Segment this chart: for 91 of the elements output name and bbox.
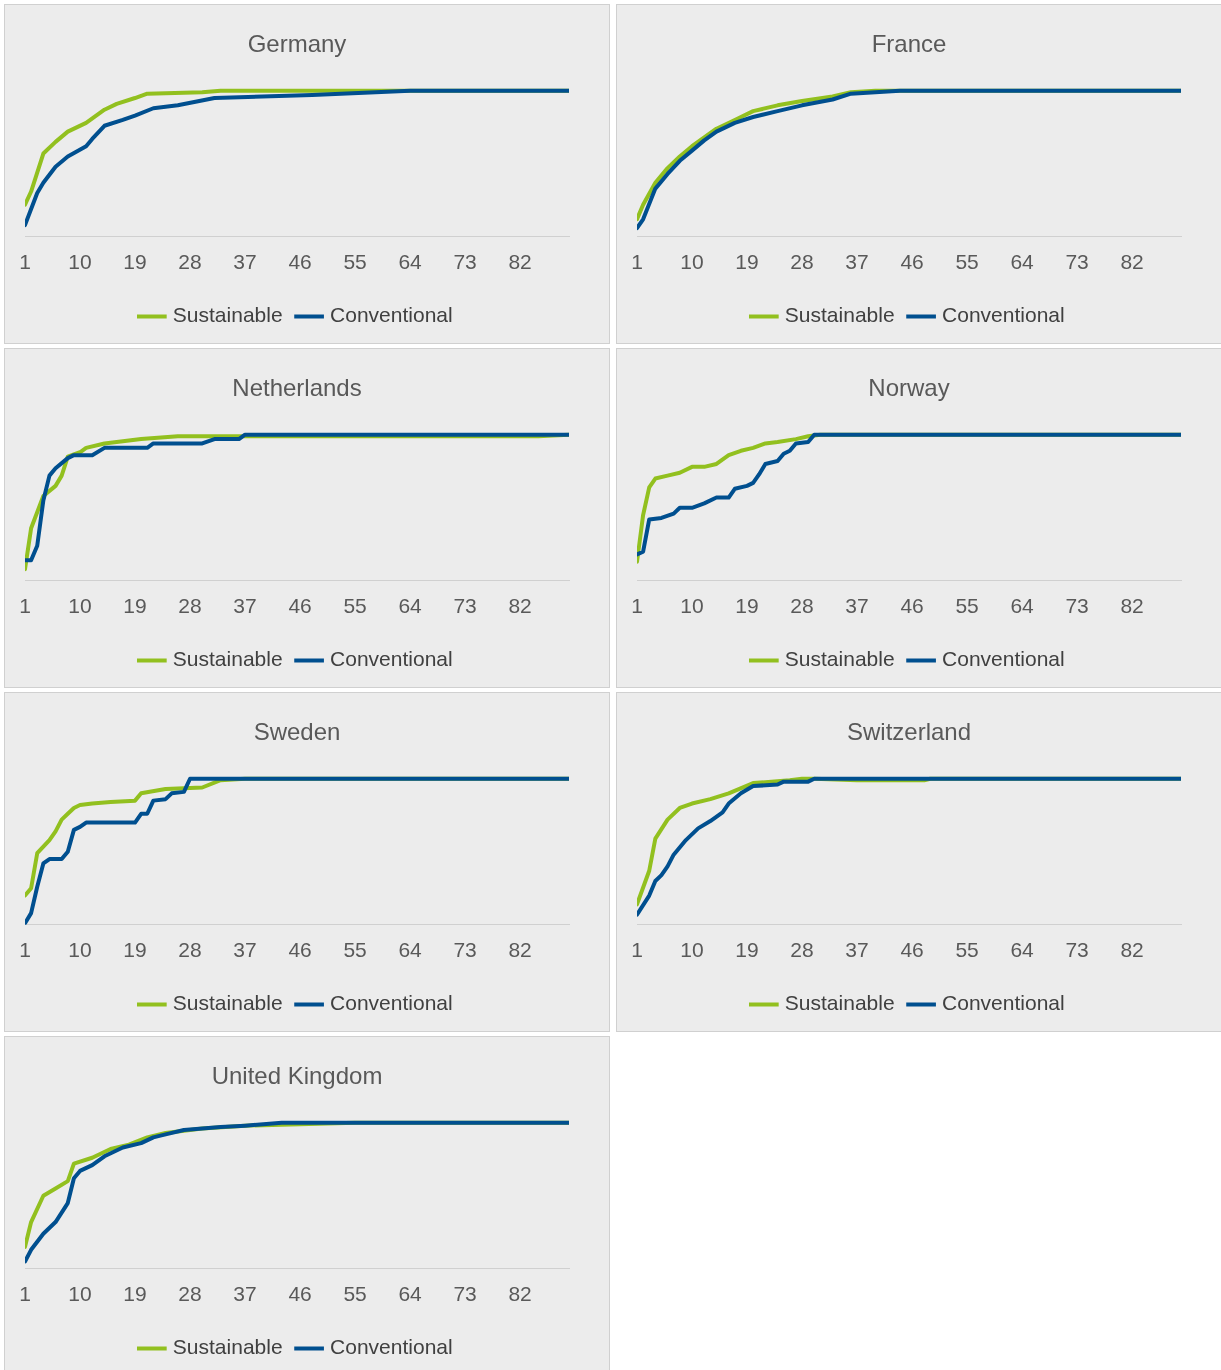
legend-label: Conventional <box>330 303 453 327</box>
x-tick-label: 28 <box>790 594 814 618</box>
x-tick-label: 28 <box>178 594 202 618</box>
x-tick-label: 55 <box>343 938 367 962</box>
x-tick-label: 64 <box>398 938 423 962</box>
x-tick-label: 1 <box>19 594 31 618</box>
x-tick-label: 37 <box>233 938 257 962</box>
x-tick-label: 37 <box>233 1282 257 1306</box>
x-tick-label: 37 <box>845 250 869 274</box>
x-tick-label: 64 <box>1010 594 1035 618</box>
legend-label: Conventional <box>942 303 1065 327</box>
x-tick-label: 55 <box>955 250 979 274</box>
x-tick-label: 28 <box>790 250 814 274</box>
x-tick-label: 37 <box>233 250 257 274</box>
x-tick-label: 1 <box>19 250 31 274</box>
x-tick-label: 10 <box>680 250 704 274</box>
x-tick-label: 46 <box>900 938 924 962</box>
x-tick-label: 73 <box>1065 594 1089 618</box>
legend-label: Conventional <box>330 647 453 671</box>
x-tick-label: 19 <box>123 938 147 962</box>
x-tick-label: 19 <box>735 594 759 618</box>
x-tick-label: 82 <box>508 1282 532 1306</box>
x-tick-label: 37 <box>845 594 869 618</box>
legend-label: Conventional <box>330 1335 453 1359</box>
x-tick-label: 55 <box>955 938 979 962</box>
x-tick-label: 10 <box>68 1282 92 1306</box>
x-tick-label: 46 <box>288 250 312 274</box>
legend-label: Sustainable <box>784 991 895 1015</box>
x-tick-label: 64 <box>398 1282 423 1306</box>
chart-title: Germany <box>247 30 347 58</box>
x-tick-label: 28 <box>178 250 202 274</box>
x-tick-label: 1 <box>631 250 643 274</box>
x-tick-label: 64 <box>398 250 423 274</box>
x-tick-label: 37 <box>233 594 257 618</box>
chart-title: Norway <box>868 374 950 402</box>
x-tick-label: 55 <box>955 594 979 618</box>
chart-title: Switzerland <box>846 718 972 746</box>
legend-label: Sustainable <box>172 647 283 671</box>
x-tick-label: 73 <box>1065 250 1089 274</box>
legend-label: Conventional <box>942 991 1065 1015</box>
x-tick-label: 46 <box>288 594 312 618</box>
x-tick-label: 10 <box>680 594 704 618</box>
chart-title: Sweden <box>253 718 341 746</box>
chart-title: France <box>871 30 947 58</box>
x-tick-label: 10 <box>68 938 92 962</box>
x-tick-label: 64 <box>1010 938 1035 962</box>
x-tick-label: 10 <box>68 594 92 618</box>
x-tick-label: 46 <box>288 938 312 962</box>
x-tick-label: 28 <box>178 1282 202 1306</box>
x-tick-label: 37 <box>845 938 869 962</box>
x-tick-label: 10 <box>68 250 92 274</box>
x-tick-label: 46 <box>900 250 924 274</box>
x-tick-label: 82 <box>508 594 532 618</box>
x-tick-label: 1 <box>631 938 643 962</box>
x-tick-label: 64 <box>1010 250 1035 274</box>
x-tick-label: 55 <box>343 1282 367 1306</box>
legend-label: Sustainable <box>784 647 895 671</box>
x-tick-label: 55 <box>343 594 367 618</box>
x-tick-label: 46 <box>900 594 924 618</box>
x-tick-label: 55 <box>343 250 367 274</box>
chart-title: Netherlands <box>232 374 362 402</box>
x-tick-label: 82 <box>508 250 532 274</box>
x-tick-label: 28 <box>790 938 814 962</box>
x-tick-label: 73 <box>453 250 477 274</box>
legend-label: Conventional <box>942 647 1065 671</box>
x-tick-label: 82 <box>1120 594 1144 618</box>
legend-label: Sustainable <box>172 303 283 327</box>
legend-label: Conventional <box>330 991 453 1015</box>
x-tick-label: 19 <box>735 250 759 274</box>
x-tick-label: 64 <box>398 594 423 618</box>
chart-title: United Kingdom <box>211 1062 383 1090</box>
x-tick-label: 19 <box>123 594 147 618</box>
x-tick-label: 1 <box>631 594 643 618</box>
x-tick-label: 10 <box>680 938 704 962</box>
x-tick-label: 73 <box>453 1282 477 1306</box>
x-tick-label: 46 <box>288 1282 312 1306</box>
x-tick-label: 82 <box>1120 250 1144 274</box>
x-tick-label: 19 <box>123 250 147 274</box>
x-tick-label: 28 <box>178 938 202 962</box>
x-tick-label: 1 <box>19 938 31 962</box>
x-tick-label: 19 <box>123 1282 147 1306</box>
x-tick-label: 19 <box>735 938 759 962</box>
legend-label: Sustainable <box>172 1335 283 1359</box>
legend-label: Sustainable <box>784 303 895 327</box>
x-tick-label: 1 <box>19 1282 31 1306</box>
x-tick-label: 82 <box>1120 938 1144 962</box>
x-tick-label: 73 <box>453 938 477 962</box>
x-tick-label: 82 <box>508 938 532 962</box>
x-tick-label: 73 <box>1065 938 1089 962</box>
x-tick-label: 73 <box>453 594 477 618</box>
legend-label: Sustainable <box>172 991 283 1015</box>
